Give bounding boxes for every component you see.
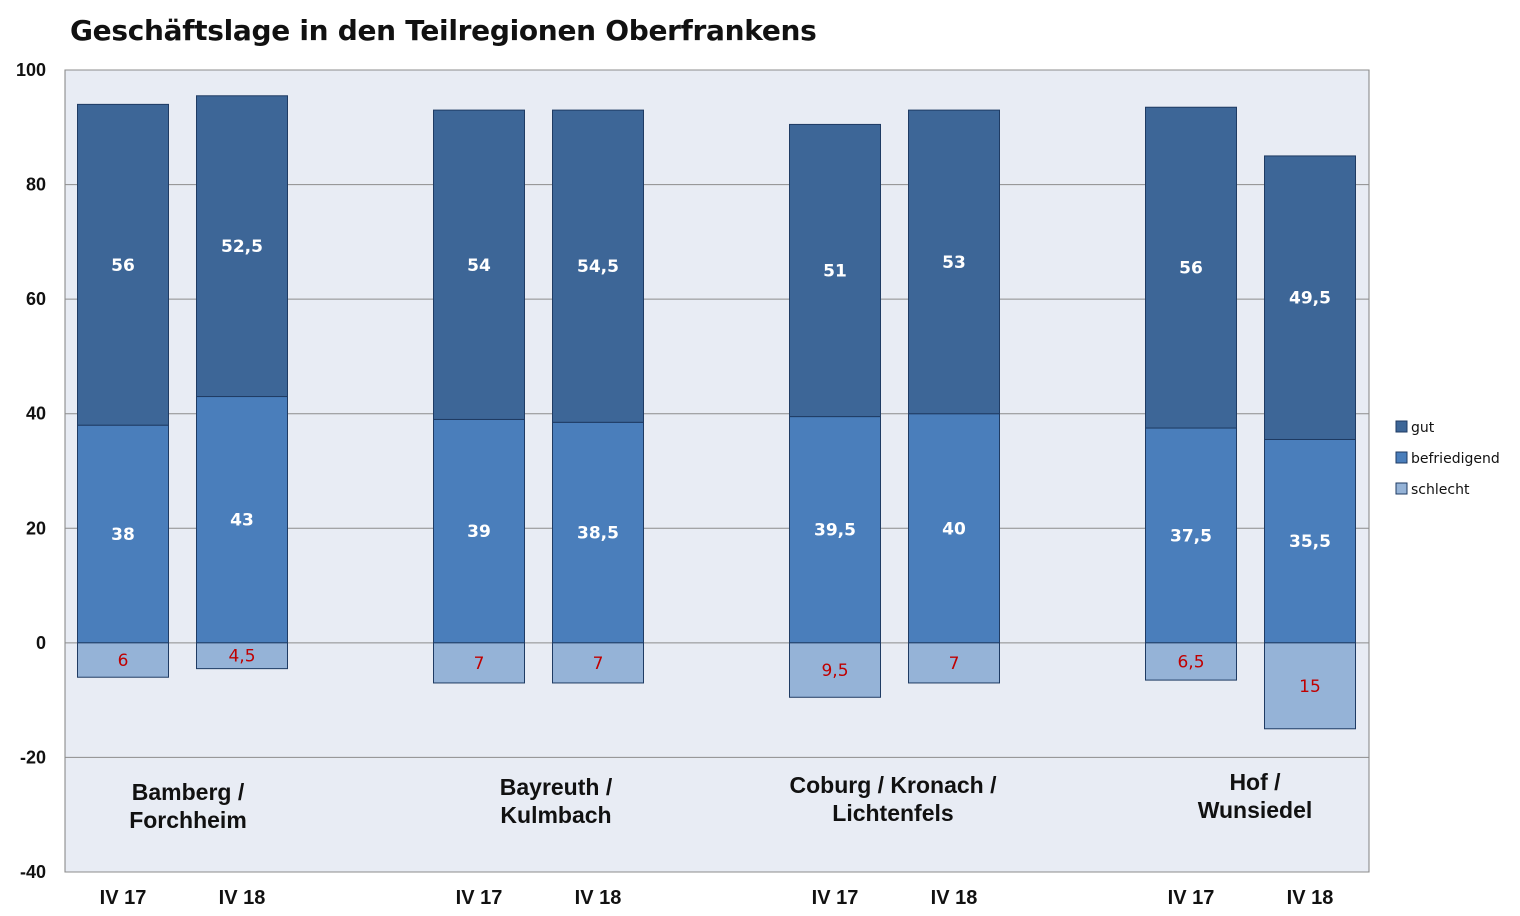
legend-swatch bbox=[1395, 420, 1408, 433]
bar-gut bbox=[77, 103, 169, 426]
bar-befriedigend bbox=[433, 418, 525, 644]
chart-title: Geschäftslage in den Teilregionen Oberfr… bbox=[70, 14, 817, 47]
y-tick-label: 0 bbox=[36, 633, 46, 653]
bar-schlecht bbox=[1264, 642, 1356, 730]
x-tick-label: IV 17 bbox=[456, 887, 503, 909]
bar-gut bbox=[1145, 106, 1237, 429]
bar-schlecht bbox=[196, 642, 288, 670]
data-label-befriedigend: 39,5 bbox=[814, 521, 856, 541]
data-label-gut: 54 bbox=[467, 256, 491, 276]
bar-schlecht bbox=[908, 642, 1000, 684]
x-tick-label: IV 17 bbox=[100, 887, 147, 909]
x-tick-label: IV 18 bbox=[219, 887, 266, 909]
data-label-schlecht: 15 bbox=[1299, 677, 1321, 697]
data-label-befriedigend: 38,5 bbox=[577, 524, 619, 544]
y-tick-label: -20 bbox=[20, 747, 46, 767]
bar-gut bbox=[1264, 155, 1356, 440]
bar-gut bbox=[433, 109, 525, 420]
data-label-befriedigend: 37,5 bbox=[1170, 526, 1212, 546]
bar-befriedigend bbox=[196, 396, 288, 644]
data-label-gut: 54,5 bbox=[577, 257, 619, 277]
y-tick-label: 80 bbox=[26, 175, 46, 195]
y-axis: 100 80 60 40 20 0 -20 -40 bbox=[16, 60, 46, 882]
data-label-gut: 51 bbox=[823, 262, 847, 282]
data-label-schlecht: 7 bbox=[474, 654, 485, 674]
x-tick-label: IV 17 bbox=[812, 887, 859, 909]
group-label: Bamberg / Forchheim bbox=[129, 779, 247, 833]
data-label-schlecht: 4,5 bbox=[228, 647, 255, 667]
data-label-schlecht: 6,5 bbox=[1177, 652, 1204, 672]
bar-befriedigend bbox=[908, 413, 1000, 644]
x-tick-label: IV 18 bbox=[931, 887, 978, 909]
data-label-befriedigend: 39 bbox=[467, 522, 491, 542]
y-tick-label: 60 bbox=[26, 289, 46, 309]
legend-label: gut bbox=[1411, 420, 1435, 436]
x-tick-label: IV 18 bbox=[575, 887, 622, 909]
data-label-befriedigend: 40 bbox=[942, 519, 966, 539]
legend-label: schlecht bbox=[1411, 482, 1470, 498]
legend-swatch bbox=[1395, 451, 1408, 464]
y-tick-label: 40 bbox=[26, 404, 46, 424]
y-tick-label: -40 bbox=[20, 862, 46, 882]
x-tick-label: IV 18 bbox=[1287, 887, 1334, 909]
bar-schlecht bbox=[77, 642, 169, 678]
data-label-befriedigend: 35,5 bbox=[1289, 532, 1331, 552]
data-label-befriedigend: 38 bbox=[111, 525, 135, 545]
legend-swatch bbox=[1395, 482, 1408, 495]
bar-gut bbox=[552, 109, 644, 423]
bar-befriedigend bbox=[1264, 438, 1356, 644]
data-label-schlecht: 7 bbox=[949, 654, 960, 674]
x-axis: IV 17 IV 18 IV 17 IV 18 IV 17 IV 18 IV 17 IV 18 bbox=[100, 887, 1334, 909]
legend: gut befriedigend schlecht bbox=[1395, 420, 1500, 498]
y-tick-label: 100 bbox=[16, 60, 46, 80]
bar-schlecht bbox=[1145, 642, 1237, 681]
bar-schlecht bbox=[433, 642, 525, 684]
data-label-schlecht: 6 bbox=[118, 651, 129, 671]
data-label-schlecht: 7 bbox=[593, 654, 604, 674]
bar-befriedigend bbox=[1145, 427, 1237, 644]
group-label: Coburg / Kronach / Lichtenfels bbox=[790, 772, 998, 826]
bar-gut bbox=[789, 123, 881, 418]
x-tick-label: IV 17 bbox=[1168, 887, 1215, 909]
data-label-befriedigend: 43 bbox=[230, 511, 254, 531]
group-label: Hof / Wunsiedel bbox=[1198, 769, 1313, 823]
bar-schlecht bbox=[552, 642, 644, 684]
legend-label: befriedigend bbox=[1411, 451, 1500, 467]
bars: 56 38 6 52,5 43 4,5 54 39 7 54,5 38,5 7 51 39,5 9,5 53 4… bbox=[77, 95, 1356, 730]
data-label-schlecht: 9,5 bbox=[821, 661, 848, 681]
bar-schlecht bbox=[789, 642, 881, 698]
bar-gut bbox=[908, 109, 1000, 415]
bar-gut bbox=[196, 95, 288, 398]
y-tick-label: 20 bbox=[26, 518, 46, 538]
group-labels: Bamberg / Forchheim Bayreuth / Kulmbach Cobu… bbox=[129, 769, 1312, 833]
data-label-gut: 56 bbox=[1179, 259, 1203, 279]
data-label-gut: 52,5 bbox=[221, 237, 263, 257]
data-label-gut: 49,5 bbox=[1289, 289, 1331, 309]
data-label-gut: 56 bbox=[111, 256, 135, 276]
bar-befriedigend bbox=[77, 424, 169, 644]
group-label: Bayreuth / Kulmbach bbox=[500, 774, 613, 828]
data-label-gut: 53 bbox=[942, 253, 966, 273]
bar-befriedigend bbox=[552, 421, 644, 644]
